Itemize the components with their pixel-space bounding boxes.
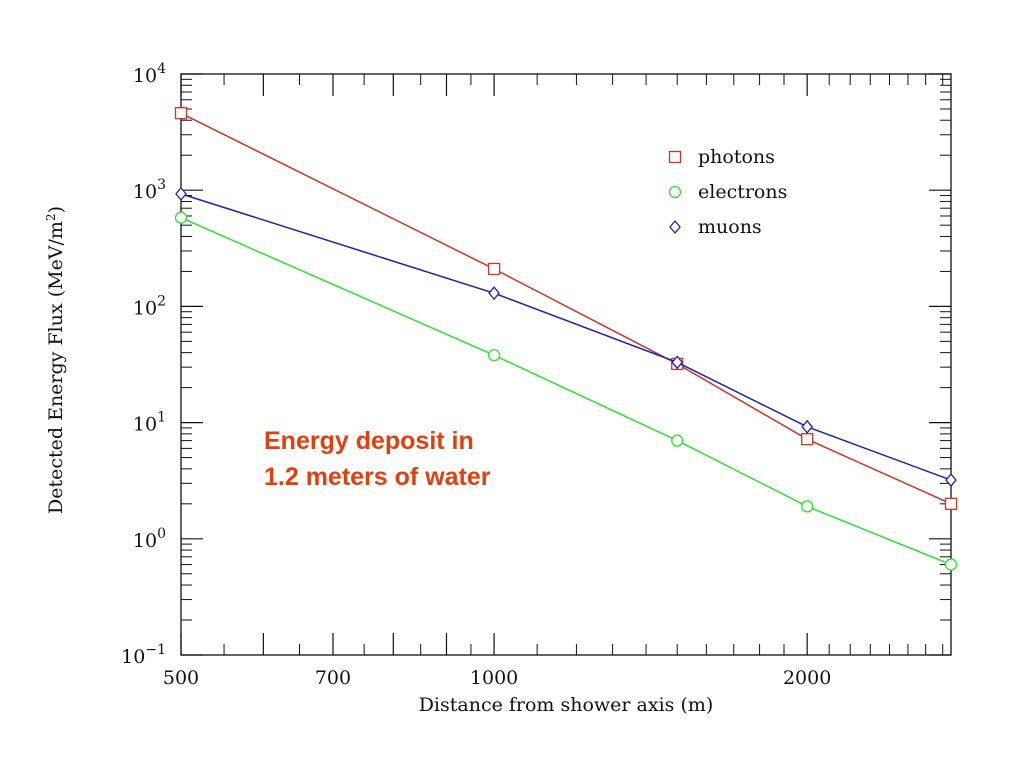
photons-point <box>487 262 501 276</box>
y-tick-label: 102 <box>133 293 166 319</box>
photons-point <box>801 433 814 446</box>
tick-marks <box>180 73 951 656</box>
electrons-point <box>944 558 958 571</box>
y-tick-label: 10−1 <box>121 642 166 668</box>
y-axis-title-main: Detected Energy Flux (MeV/m <box>45 221 67 514</box>
y-tick-label: 104 <box>133 61 166 87</box>
electrons-point <box>487 349 501 362</box>
series-group <box>174 107 958 571</box>
y-tick-label: 103 <box>133 177 166 203</box>
muons-point <box>801 419 814 434</box>
electrons-point <box>671 434 684 447</box>
annotation-line-2: 1.2 meters of water <box>264 463 491 491</box>
x-tick-label: 1000 <box>470 667 518 689</box>
x-axis-title: Distance from shower axis (m) <box>419 694 714 716</box>
tick-labels: 500 700 1000 2000 10−1 100 101 102 103 104 <box>121 61 831 689</box>
muons-point <box>671 355 684 370</box>
legend-label-muons: muons <box>698 216 762 238</box>
y-axis-title: Detected Energy Flux (MeV/m2) <box>44 206 67 514</box>
y-axis-title-close: ) <box>45 206 67 213</box>
legend: photons electrons muons <box>668 146 787 238</box>
legend-label-photons: photons <box>698 146 775 168</box>
legend-marker-electrons <box>668 185 682 199</box>
legend-marker-muons <box>669 219 681 235</box>
y-tick-label: 100 <box>133 526 166 552</box>
legend-marker-photons <box>668 150 682 164</box>
y-axis-title-sup: 2 <box>44 213 58 221</box>
muons-point <box>175 186 187 201</box>
muons-point <box>488 286 500 301</box>
x-tick-label: 500 <box>163 667 199 689</box>
photons-point <box>174 107 188 120</box>
electrons-point <box>801 500 814 513</box>
x-tick-label: 700 <box>315 667 351 689</box>
annotation-line-1: Energy deposit in <box>264 427 474 455</box>
photons-point <box>944 497 958 510</box>
y-tick-label: 101 <box>133 410 166 436</box>
x-tick-label: 2000 <box>783 667 831 689</box>
electrons-point <box>174 211 188 224</box>
plot-frame <box>180 73 952 656</box>
muons-point <box>945 473 957 488</box>
electrons-line <box>180 217 952 566</box>
legend-label-electrons: electrons <box>698 181 787 203</box>
